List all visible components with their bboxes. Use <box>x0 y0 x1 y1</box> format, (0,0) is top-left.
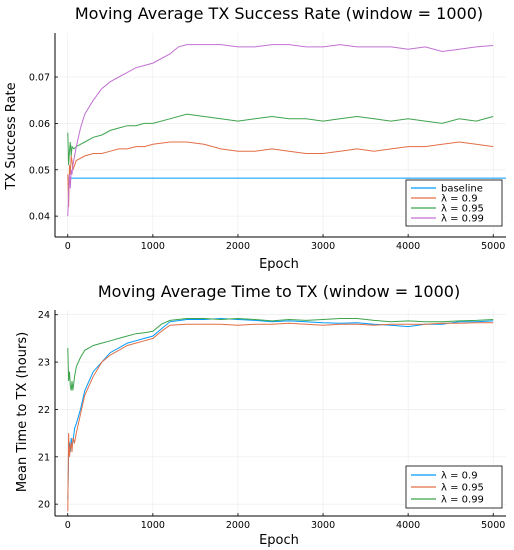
y-tick-label: 0.07 <box>29 73 50 84</box>
x-tick-label: 5000 <box>481 520 505 531</box>
legend-label: λ = 0.95 <box>441 204 484 215</box>
time-to-tx-chart: Moving Average Time to TX (window = 1000… <box>15 282 506 548</box>
series-line <box>67 322 494 512</box>
success-rate-chart: Moving Average TX Success Rate (window =… <box>4 4 506 272</box>
legend-label: λ = 0.95 <box>441 483 484 494</box>
y-tick-label: 0.05 <box>29 165 50 176</box>
x-tick-label: 3000 <box>311 241 335 252</box>
legend-label: λ = 0.99 <box>441 214 484 225</box>
x-tick-label: 1000 <box>141 241 165 252</box>
series-line <box>67 113 494 166</box>
series-line <box>67 141 494 207</box>
y-tick-label: 23 <box>38 358 50 369</box>
legend-label: λ = 0.99 <box>441 495 484 506</box>
x-tick-label: 5000 <box>481 241 505 252</box>
x-tick-label: 2000 <box>226 520 250 531</box>
y-tick-label: 22 <box>38 405 50 416</box>
x-tick-label: 0 <box>65 520 71 531</box>
chart-title: Moving Average TX Success Rate (window =… <box>75 4 483 23</box>
legend-label: baseline <box>441 184 483 195</box>
x-tick-label: 3000 <box>311 520 335 531</box>
x-tick-label: 4000 <box>396 520 420 531</box>
x-tick-label: 4000 <box>396 241 420 252</box>
series-line <box>67 317 494 391</box>
x-tick-label: 2000 <box>226 241 250 252</box>
y-tick-label: 24 <box>38 310 50 321</box>
y-tick-label: 21 <box>38 452 50 463</box>
legend: λ = 0.9λ = 0.95λ = 0.99 <box>405 465 503 509</box>
y-tick-label: 20 <box>38 500 50 511</box>
y-axis-label: TX Success Rate <box>4 82 19 190</box>
y-axis-label: Mean Time to TX (hours) <box>15 332 30 492</box>
y-tick-label: 0.04 <box>29 212 50 223</box>
x-tick-label: 0 <box>65 241 71 252</box>
x-tick-label: 1000 <box>141 520 165 531</box>
legend-label: λ = 0.9 <box>441 194 478 205</box>
x-axis-label: Epoch <box>259 257 299 272</box>
chart-title: Moving Average Time to TX (window = 1000… <box>98 282 460 301</box>
x-axis-label: Epoch <box>259 533 299 548</box>
legend-label: λ = 0.9 <box>441 471 478 482</box>
y-tick-label: 0.06 <box>29 119 50 130</box>
series-line <box>67 44 494 217</box>
